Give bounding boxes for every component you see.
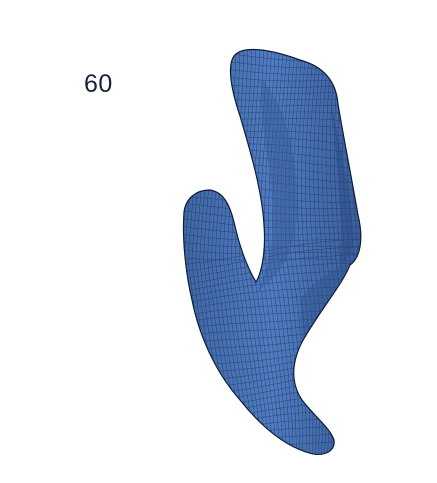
mesh-line-horizontal [183, 269, 361, 293]
mesh-line-horizontal [183, 283, 361, 305]
mesh-line-horizontal [183, 253, 361, 280]
mesh-line-horizontal [183, 430, 361, 452]
mesh-line-vertical [280, 49, 300, 455]
mesh-line-horizontal [183, 195, 361, 210]
mesh-line-horizontal [183, 240, 361, 248]
surface-fold-shading [258, 80, 354, 342]
mesh-line-horizontal [183, 254, 361, 264]
mesh-line-horizontal [183, 437, 361, 455]
mesh-line-vertical [268, 49, 291, 455]
mesh-line-vertical [231, 49, 262, 455]
surface-outline [182, 48, 362, 455]
mesh-line-horizontal [183, 218, 361, 229]
mesh-line-horizontal [183, 276, 361, 299]
mesh-line-horizontal [183, 225, 361, 235]
mesh-line-horizontal [183, 247, 361, 256]
surface-body [183, 49, 361, 455]
mesh-line-horizontal [183, 245, 361, 273]
mesh-line-horizontal [183, 261, 361, 286]
frame-number-label: 60 [84, 70, 113, 98]
mesh-line-horizontal [183, 202, 361, 216]
mesh-line-horizontal [183, 238, 361, 266]
mesh-line-horizontal [183, 210, 361, 222]
mesh-line-vertical [264, 49, 288, 455]
mesh-line-vertical [239, 49, 268, 455]
mesh-line-horizontal [183, 233, 361, 242]
mesh-line-vertical [235, 49, 265, 455]
mesh-line-vertical [272, 49, 294, 455]
